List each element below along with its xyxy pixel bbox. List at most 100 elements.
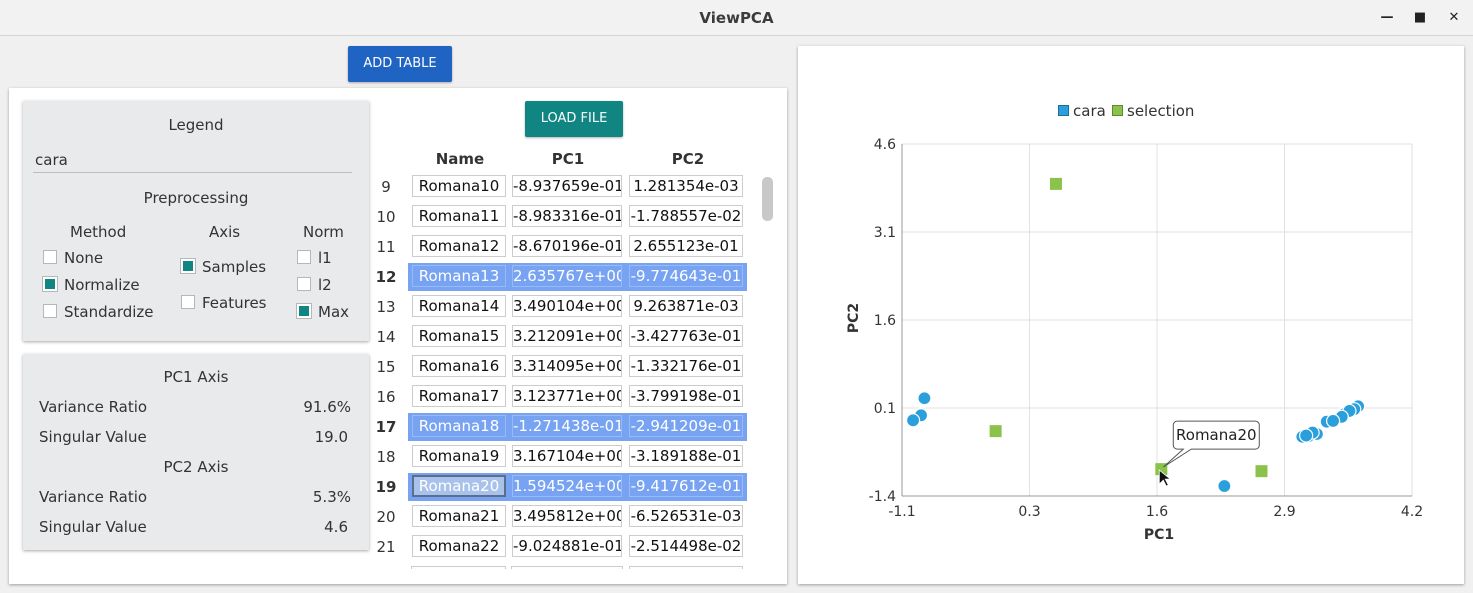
row-number[interactable]: 10 <box>376 208 396 226</box>
norm-l2-checkbox[interactable] <box>297 277 311 291</box>
row-number[interactable]: 16 <box>376 388 396 406</box>
pc2-cell[interactable]: 1.281354e-03 <box>629 175 743 197</box>
row-number[interactable]: 19 <box>375 478 397 496</box>
pc2-cell[interactable]: -6.526531e-03 <box>629 505 743 527</box>
pc1-cell[interactable]: -1.271438e-01 <box>512 415 622 437</box>
y-tick-label: 1.6 <box>874 313 896 329</box>
pc2-cell[interactable]: -1.332176e-01 <box>629 355 743 377</box>
row-number[interactable]: 12 <box>375 268 397 286</box>
row-number[interactable]: 20 <box>376 508 396 526</box>
method-none-label: None <box>64 249 104 267</box>
legend-label-selection[interactable]: selection <box>1127 102 1195 120</box>
window-title: ViewPCA <box>699 9 774 27</box>
row-number[interactable]: 17 <box>375 418 397 436</box>
row-number[interactable]: 13 <box>376 298 396 316</box>
pc2-cell[interactable]: -1.788557e-02 <box>629 205 743 227</box>
pc1-cell[interactable]: 3.167104e+00 <box>512 445 622 467</box>
legend-name-input[interactable]: cara <box>35 151 68 169</box>
method-none-checkbox[interactable] <box>43 250 57 264</box>
norm-max-checkbox[interactable] <box>296 303 312 319</box>
column-header-pc2[interactable]: PC2 <box>671 150 705 168</box>
pc2-cell[interactable]: -3.799198e-01 <box>629 385 743 407</box>
axis-features-label: Features <box>202 294 267 312</box>
name-cell[interactable]: Romana19 <box>412 445 506 467</box>
pc1-cell[interactable]: 3.123771e+00 <box>512 385 622 407</box>
maximize-icon[interactable]: ■ <box>1413 10 1427 25</box>
tooltip-text: Romana20 <box>1176 426 1257 444</box>
name-cell[interactable]: Romana11 <box>412 205 506 227</box>
legend-swatch-cara <box>1058 105 1069 116</box>
pc2-cell[interactable]: -3.427763e-01 <box>629 325 743 347</box>
pc2-cell[interactable]: -2.514498e-02 <box>629 535 743 557</box>
selection-point <box>1255 465 1268 478</box>
column-header-pc1[interactable]: PC1 <box>551 150 585 168</box>
name-cell[interactable]: Romana17 <box>412 385 506 407</box>
name-cell[interactable]: Romana10 <box>412 175 506 197</box>
y-tick-label: 4.6 <box>874 137 896 153</box>
x-tick-label: -1.1 <box>888 504 915 520</box>
pc1-cell[interactable]: 1.594524e+00 <box>512 475 622 497</box>
column-header-name[interactable]: Name <box>435 150 485 168</box>
scatter-chart[interactable]: -1.1 0.3 1.6 2.9 4.2 -1.4 0.1 1.6 3.1 4.6 PC1 PC2 Ro… <box>798 46 1464 584</box>
name-cell[interactable]: Romana21 <box>412 505 506 527</box>
pc1-cell[interactable]: -8.937659e-01 <box>512 175 622 197</box>
name-cell[interactable]: Romana16 <box>412 355 506 377</box>
cara-point <box>1299 428 1314 443</box>
cara-point <box>1325 413 1341 429</box>
norm-l1-checkbox[interactable] <box>297 250 311 264</box>
cara-point <box>917 391 932 406</box>
name-cell[interactable]: Romana12 <box>412 235 506 257</box>
y-axis-label: PC2 <box>846 303 862 333</box>
close-icon[interactable]: ✕ <box>1448 10 1460 25</box>
axis-features-checkbox[interactable] <box>181 295 195 309</box>
row-number[interactable]: 18 <box>376 448 396 466</box>
legend-label-cara[interactable]: cara <box>1073 102 1106 120</box>
pc1-cell[interactable]: 3.490104e+00 <box>512 295 622 317</box>
pc1-cell[interactable]: -8.670196e-01 <box>512 235 622 257</box>
axis-header: Axis <box>209 223 241 241</box>
pc2-cell[interactable]: 2.655123e-01 <box>629 235 743 257</box>
table-scrollbar-thumb[interactable] <box>762 177 773 221</box>
row-number[interactable]: 14 <box>376 328 396 346</box>
load-file-button[interactable]: LOAD FILE <box>525 101 623 137</box>
row-number[interactable]: 21 <box>376 538 396 556</box>
selection-point <box>989 425 1002 438</box>
x-tick-label: 2.9 <box>1273 504 1295 520</box>
norm-header: Norm <box>303 223 344 241</box>
pc2-cell[interactable]: -3.189188e-01 <box>629 445 743 467</box>
pc2-cell[interactable]: -9.774643e-01 <box>629 265 743 287</box>
legend-input-underline <box>33 172 352 173</box>
norm-l1-label: l1 <box>318 249 332 267</box>
table-partial-row <box>408 566 747 569</box>
name-cell[interactable]: Romana18 <box>412 415 506 437</box>
pc2-cell[interactable]: -2.941209e-01 <box>629 415 743 437</box>
axis-samples-checkbox[interactable] <box>180 258 196 274</box>
pc1-cell[interactable]: 3.495812e+00 <box>512 505 622 527</box>
pc1-cell[interactable]: 3.314095e+00 <box>512 355 622 377</box>
pc2-cell[interactable]: 9.263871e-03 <box>629 295 743 317</box>
name-cell[interactable]: Romana14 <box>412 295 506 317</box>
name-cell[interactable]: Romana15 <box>412 325 506 347</box>
name-cell[interactable]: Romana22 <box>412 535 506 557</box>
method-normalize-label: Normalize <box>64 276 140 294</box>
legend-card: Legend cara Preprocessing Method Axis No… <box>23 101 369 341</box>
pc1-cell[interactable]: -9.024881e-01 <box>512 535 622 557</box>
name-cell[interactable]: Romana13 <box>412 265 506 287</box>
row-number[interactable]: 15 <box>376 358 396 376</box>
pc1-cell[interactable]: -8.983316e-01 <box>512 205 622 227</box>
preprocessing-header: Preprocessing <box>143 189 249 207</box>
partial-row-cell <box>629 566 743 569</box>
cara-point <box>1217 478 1232 494</box>
pc1-variance-label: Variance Ratio <box>39 398 148 416</box>
add-table-button[interactable]: ADD TABLE <box>348 46 452 82</box>
row-number[interactable]: 11 <box>376 238 396 256</box>
pc1-cell[interactable]: 2.635767e+00 <box>512 265 622 287</box>
method-normalize-checkbox[interactable] <box>42 276 58 292</box>
method-standardize-checkbox[interactable] <box>43 304 57 318</box>
pc1-cell[interactable]: 3.212091e+00 <box>512 325 622 347</box>
x-tick-label: 4.2 <box>1401 504 1423 520</box>
row-number[interactable]: 9 <box>381 178 391 196</box>
pc2-cell[interactable]: -9.417612e-01 <box>629 475 743 497</box>
minimize-icon[interactable]: — <box>1380 10 1394 25</box>
name-cell[interactable]: Romana20 <box>412 475 506 497</box>
